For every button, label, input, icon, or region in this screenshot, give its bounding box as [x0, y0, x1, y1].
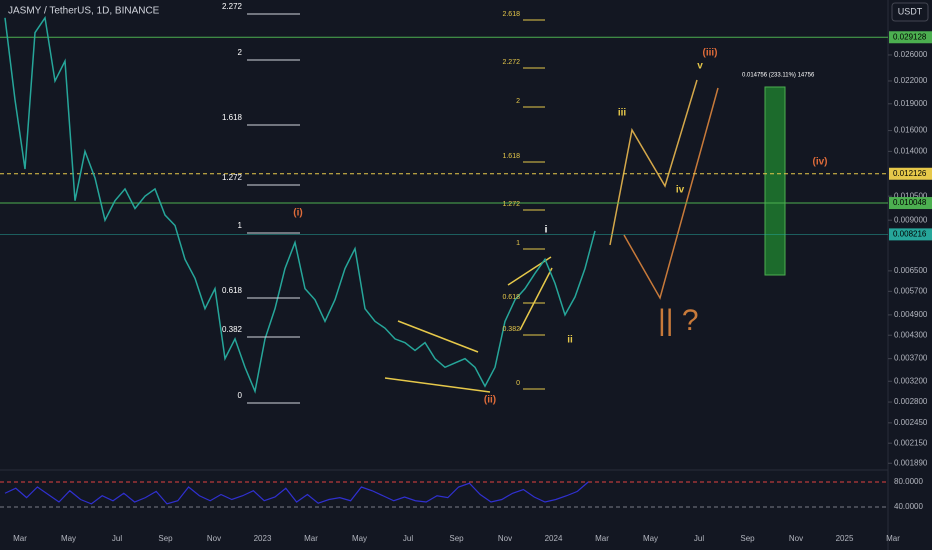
wave-label: (i) [293, 208, 302, 219]
price-label: 0.010500 [894, 191, 928, 200]
wave-label: (iii) [703, 48, 718, 59]
price-label: 0.004900 [894, 310, 928, 319]
price-label: 0.001890 [894, 458, 928, 467]
price-label: 0.019000 [894, 99, 928, 108]
wave-label: v [697, 61, 703, 72]
time-label: Sep [158, 534, 173, 543]
wave-path [623, 87, 719, 300]
target-box [764, 86, 786, 276]
price-label: 0.005700 [894, 286, 928, 295]
price-tag [889, 167, 932, 180]
time-label: Jul [112, 534, 122, 543]
rsi-label: 80.0000 [894, 477, 923, 486]
price-tag [889, 228, 932, 241]
price-tag [889, 197, 932, 210]
fib-label: 0 [238, 391, 243, 400]
fib-label: 2 [516, 98, 520, 105]
price-label: 0.006500 [894, 266, 928, 275]
fib-label: 0.618 [502, 294, 520, 301]
price-tag-label: 0.010048 [893, 198, 927, 207]
time-label: May [352, 534, 367, 543]
annotation: || ? [658, 304, 699, 337]
fib-label: 0.382 [222, 325, 243, 334]
time-label: Mar [595, 534, 609, 543]
time-label: 2024 [545, 534, 563, 543]
time-label: Sep [740, 534, 755, 543]
price-label: 0.014000 [894, 146, 928, 155]
wave-label: iii [618, 108, 627, 119]
wave-label: ii [567, 335, 573, 346]
fib-label: 0 [516, 380, 520, 387]
time-label: 2025 [836, 534, 854, 543]
time-label: May [643, 534, 658, 543]
fib-label: 2 [238, 48, 243, 57]
price-label: 0.002800 [894, 397, 928, 406]
fib-label: 1.272 [502, 201, 520, 208]
fib-label: 0.618 [222, 286, 243, 295]
wedge-line [519, 267, 553, 331]
time-label: Nov [498, 534, 512, 543]
wave-label: (iv) [813, 157, 828, 168]
price-label: 0.003700 [894, 354, 928, 363]
time-label: Nov [207, 534, 221, 543]
fib-label: 0.382 [502, 326, 520, 333]
rsi-label: 40.0000 [894, 502, 923, 511]
wedge-line [397, 320, 479, 353]
wave-label: (ii) [484, 395, 496, 406]
time-label: May [61, 534, 76, 543]
wave-label: iv [676, 185, 685, 196]
time-label: Jul [694, 534, 704, 543]
wave-label: i [545, 225, 548, 236]
fib-label: 2.618 [502, 11, 520, 18]
price-tag-label: 0.029128 [893, 32, 927, 41]
currency-button[interactable] [891, 2, 929, 22]
symbol-title: JASMY / TetherUS, 1D, BINANCE [8, 6, 160, 17]
measure-label: 0.014756 (233.11%) 14756 [742, 73, 815, 79]
time-label: 2023 [254, 534, 272, 543]
fib-label: 1.618 [502, 153, 520, 160]
wedge-line [384, 377, 491, 393]
price-tag-label: 0.012126 [893, 169, 927, 178]
price-tag-label: 0.008216 [893, 229, 927, 238]
price-label: 0.016000 [894, 126, 928, 135]
price-tag [889, 31, 932, 44]
price-label: 0.026000 [894, 50, 928, 59]
time-label: Mar [13, 534, 27, 543]
fib-label: 1.618 [222, 113, 243, 122]
time-label: Mar [304, 534, 318, 543]
price-label: 0.022000 [894, 76, 928, 85]
time-label: Mar [886, 534, 900, 543]
price-line [4, 15, 596, 394]
time-label: Sep [449, 534, 464, 543]
price-label: 0.009000 [894, 215, 928, 224]
fib-label: 1.272 [222, 173, 243, 182]
price-label: 0.003200 [894, 376, 928, 385]
time-label: Nov [789, 534, 803, 543]
price-label: 0.004300 [894, 330, 928, 339]
time-label: Jul [403, 534, 413, 543]
fib-label: 1 [238, 221, 243, 230]
price-label: 0.002150 [894, 438, 928, 447]
fib-label: 2.272 [222, 2, 243, 11]
wave-path [609, 79, 698, 246]
rsi-line [4, 481, 589, 505]
fib-label: 2.272 [502, 59, 520, 66]
fib-label: 1 [516, 240, 520, 247]
price-label: 0.002450 [894, 418, 928, 427]
currency: USDT [898, 6, 923, 16]
